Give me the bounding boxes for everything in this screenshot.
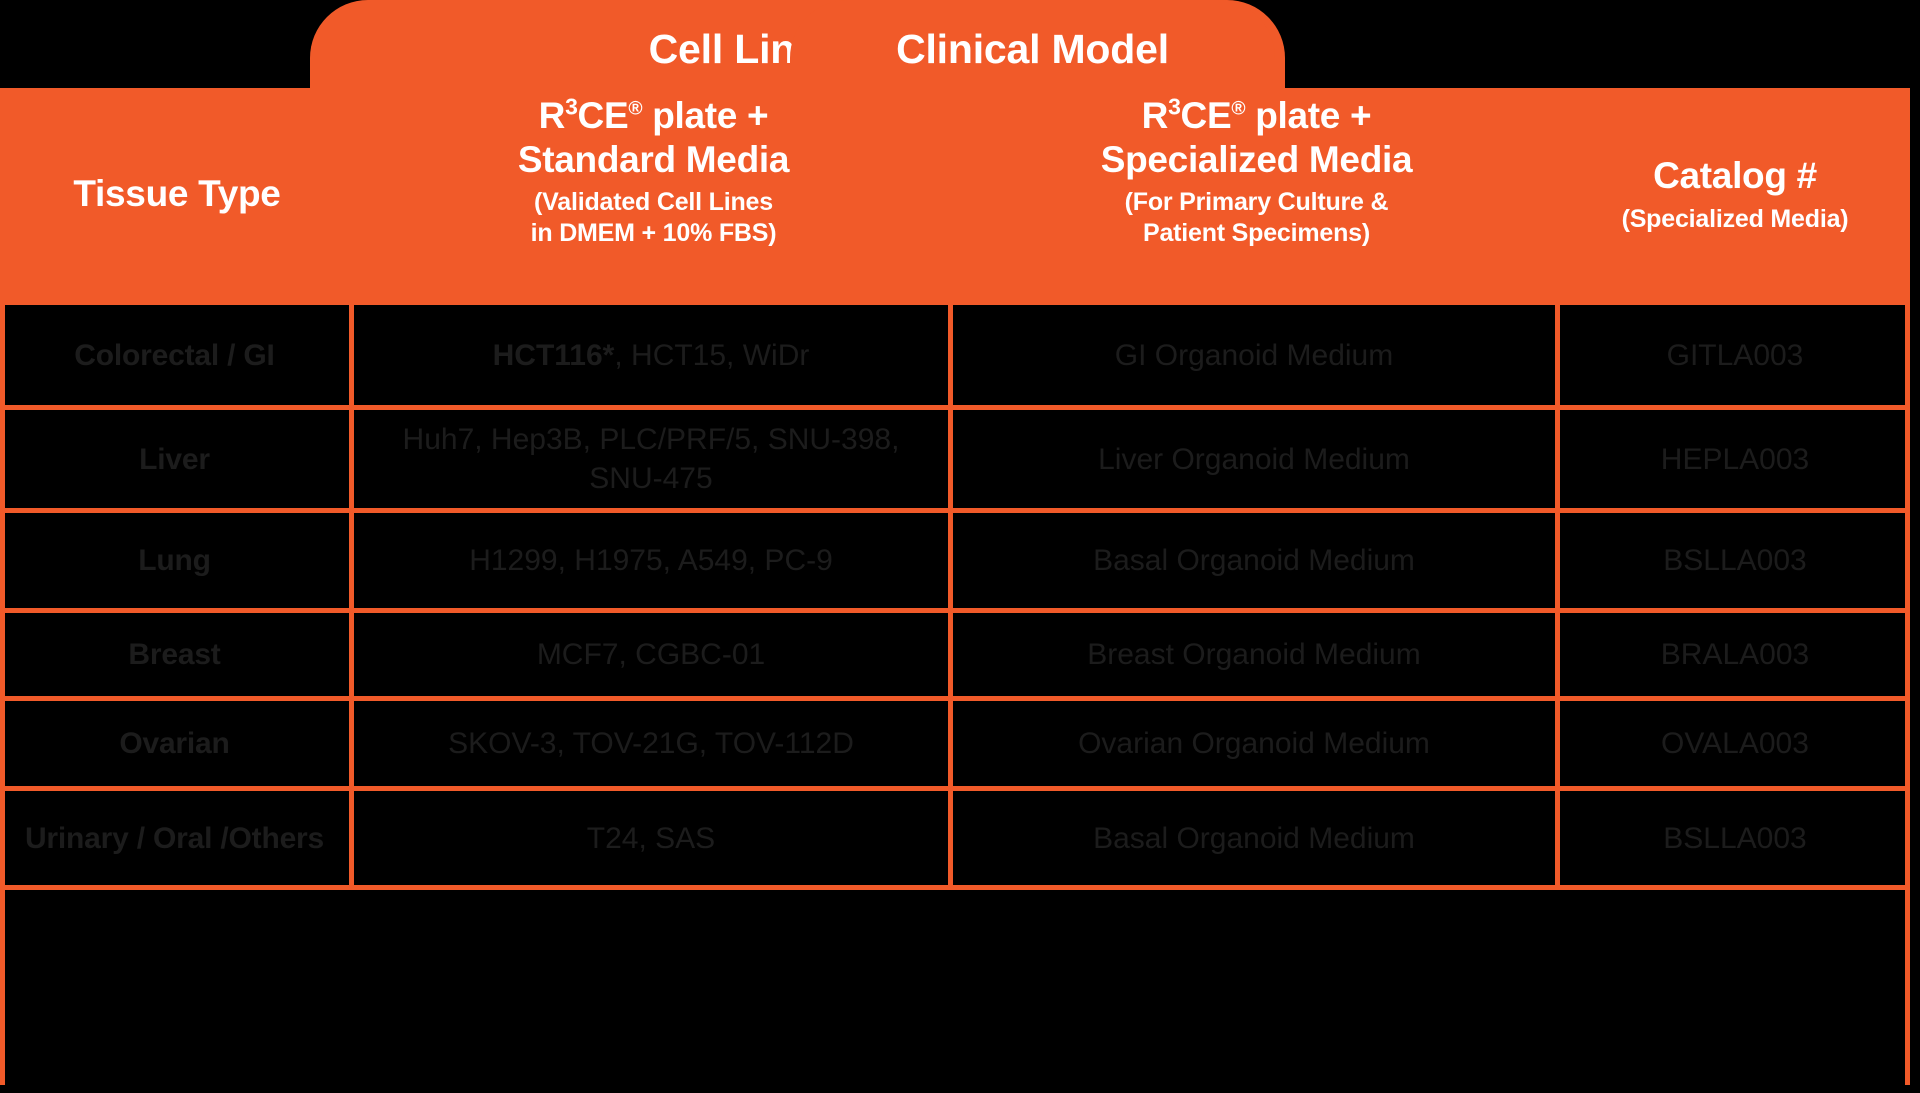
cell-catalog-number: BSLLA003: [1663, 821, 1807, 855]
column-header-cell-line-model-sub1: (Validated Cell Lines: [534, 188, 773, 217]
table-row: Lung H1299, H1975, A549, PC-9 Basal Organo…: [0, 508, 1910, 608]
table-left-border: [0, 300, 5, 1085]
table-row: Colorectal / GI HCT116*, HCT15, WiDr GI Or…: [0, 300, 1910, 405]
tab-clinical-model: Clinical Model: [790, 0, 1275, 100]
cell-cell-lines: H1299, H1975, A549, PC-9: [354, 513, 953, 608]
cell-clinical-medium: Breast Organoid Medium: [953, 613, 1560, 696]
table-row: Urinary / Oral /Others T24, SAS Basal Orga…: [0, 786, 1910, 890]
cell-line-list: H1299, H1975, A549, PC-9: [469, 544, 833, 577]
cell-cell-lines: MCF7, CGBC-01: [354, 613, 953, 696]
column-header-catalog-label: Catalog #: [1653, 154, 1817, 196]
cell-line-list: Huh7, Hep3B, PLC/PRF/5, SNU-398, SNU-475: [402, 423, 900, 495]
table-row: Liver Huh7, Hep3B, PLC/PRF/5, SNU-398, SN…: [0, 405, 1910, 508]
cell-tissue-type: Urinary / Oral /Others: [0, 791, 354, 885]
registered-mark-icon: ®: [628, 98, 643, 120]
column-header-cell-line-model-line2: Standard Media: [517, 138, 790, 180]
column-header-clinical-model-line2: Specialized Media: [1100, 138, 1413, 180]
cell-cell-lines: HCT116*, HCT15, WiDr: [354, 305, 953, 405]
cell-catalog-number: OVALA003: [1661, 727, 1809, 760]
cell-line-list: , HCT15, WiDr: [614, 338, 810, 372]
table-header-band: [0, 88, 1910, 300]
table-right-border: [1905, 300, 1910, 1085]
column-header-tissue-type-label: Tissue Type: [73, 173, 281, 215]
cell-catalog-number: BRALA003: [1660, 638, 1810, 671]
cell-tissue-type: Ovarian: [0, 701, 354, 786]
superscript-three: 3: [1168, 93, 1181, 120]
cell-line-list: T24, SAS: [586, 821, 716, 855]
table-body: Colorectal / GI HCT116*, HCT15, WiDr GI Or…: [0, 300, 1910, 1085]
cell-cell-lines: Huh7, Hep3B, PLC/PRF/5, SNU-398, SNU-475: [354, 410, 953, 508]
cell-tissue-type: Liver: [0, 410, 354, 508]
cell-clinical-medium: Ovarian Organoid Medium: [953, 701, 1560, 786]
cell-tissue-type: Lung: [0, 513, 354, 608]
column-header-cell-line-model: R3CE® plate + Standard Media (Validated …: [354, 88, 953, 300]
column-header-clinical-model-line1: R3CE® plate +: [1141, 93, 1372, 136]
column-header-clinical-model-sub2: Patient Specimens): [1142, 218, 1371, 247]
column-header-catalog: Catalog # (Specialized Media): [1560, 88, 1910, 300]
cell-clinical-medium: Basal Organoid Medium: [953, 791, 1560, 885]
column-header-catalog-sub: (Specialized Media): [1621, 204, 1849, 233]
column-header-cell-line-model-sub2: in DMEM + 10% FBS): [530, 218, 777, 247]
cell-clinical-medium: Basal Organoid Medium: [953, 513, 1560, 608]
cell-tissue-type: Breast: [0, 613, 354, 696]
table-row: Ovarian SKOV-3, TOV-21G, TOV-112D Ovarian …: [0, 696, 1910, 786]
registered-mark-icon: ®: [1231, 98, 1246, 120]
cell-cell-lines: T24, SAS: [354, 791, 953, 885]
cell-line-list: SKOV-3, TOV-21G, TOV-112D: [448, 727, 854, 760]
cell-clinical-medium: Liver Organoid Medium: [953, 410, 1560, 508]
table-row: Breast MCF7, CGBC-01 Breast Organoid Mediu…: [0, 608, 1910, 696]
column-header-cell-line-model-line1: R3CE® plate +: [538, 93, 769, 136]
column-header-tissue-type: Tissue Type: [0, 88, 354, 300]
cell-line-list: MCF7, CGBC-01: [536, 638, 766, 671]
cell-clinical-medium: GI Organoid Medium: [953, 305, 1560, 405]
column-header-clinical-model: R3CE® plate + Specialized Media (For Pri…: [953, 88, 1560, 300]
cell-catalog-number: BSLLA003: [1663, 544, 1807, 577]
cell-catalog-number: GITLA003: [1666, 338, 1804, 372]
cell-line-primary: HCT116*: [492, 338, 615, 372]
tab-clinical-model-label: Clinical Model: [896, 26, 1169, 72]
column-header-clinical-model-sub1: (For Primary Culture &: [1124, 188, 1389, 217]
superscript-three: 3: [565, 93, 578, 120]
cell-catalog-number: HEPLA003: [1660, 442, 1810, 476]
cell-tissue-type: Colorectal / GI: [0, 305, 354, 405]
cell-cell-lines: SKOV-3, TOV-21G, TOV-112D: [354, 701, 953, 786]
